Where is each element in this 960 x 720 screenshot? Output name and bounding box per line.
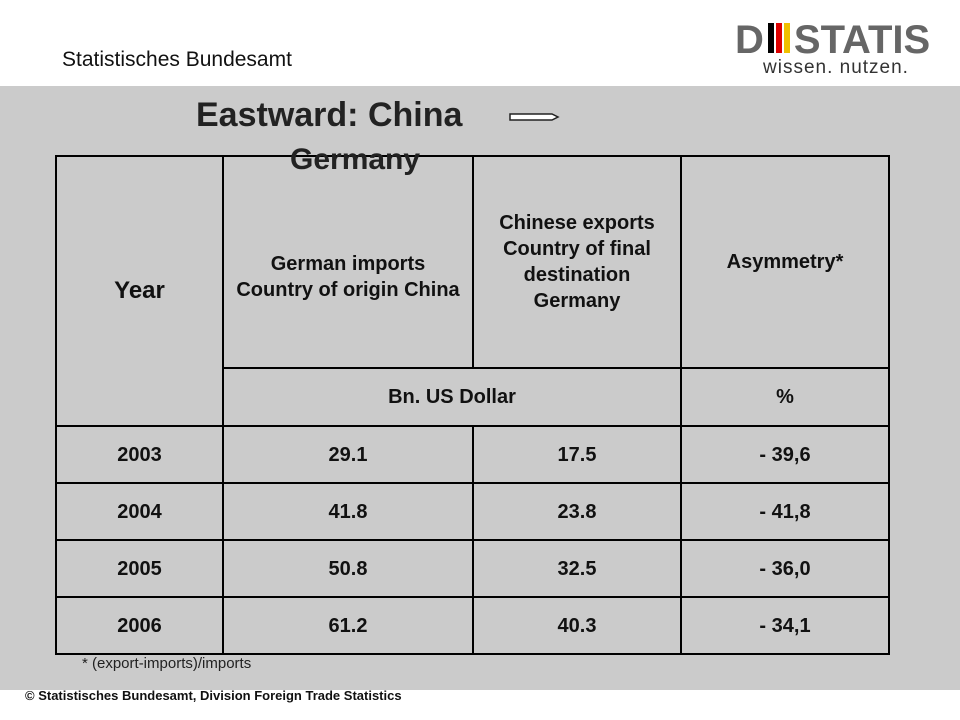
- table-cell: 41.8: [222, 482, 474, 541]
- table-cell: - 34,1: [680, 596, 890, 655]
- header-title: Statistisches Bundesamt: [62, 48, 292, 71]
- header-cell: Chinese exports Country of final destina…: [472, 155, 682, 369]
- unit-cell: %: [680, 367, 890, 427]
- table-cell: 17.5: [472, 425, 682, 484]
- header-cell: Asymmetry*: [680, 155, 890, 369]
- footer: © Statistisches Bundesamt, Division Fore…: [25, 688, 402, 703]
- table-row: 2006 61.2 40.3- 34,1: [55, 596, 890, 655]
- unit-cell: Bn. US Dollar: [222, 367, 682, 427]
- table-row: 2003 29.1 17.5- 39,6: [55, 425, 890, 484]
- header-cell: Year: [55, 155, 224, 427]
- table-cell: 29.1: [222, 425, 474, 484]
- logo-right: STATIS: [793, 18, 931, 62]
- table-cell: - 36,0: [680, 539, 890, 598]
- slide-title-line1: Eastward: China: [196, 96, 463, 134]
- table-row: 2005 50.8 32.5- 36,0: [55, 539, 890, 598]
- header-cell: German imports Country of origin China: [222, 155, 474, 369]
- table-cell: 2005: [55, 539, 224, 598]
- slide-title-line2: Germany: [290, 143, 421, 176]
- table-cell: 2004: [55, 482, 224, 541]
- table-cell: - 39,6: [680, 425, 890, 484]
- table-cell: - 41,8: [680, 482, 890, 541]
- table-cell: 23.8: [472, 482, 682, 541]
- logo-bars: [767, 23, 790, 53]
- logo-left: D: [735, 18, 764, 62]
- table-cell: 2003: [55, 425, 224, 484]
- logo-tagline: wissen. nutzen.: [763, 57, 909, 78]
- data-table: Year German imports Country of origin Ch…: [55, 155, 890, 655]
- table-cell: 61.2: [222, 596, 474, 655]
- table-row: 2004 41.8 23.8- 41,8: [55, 482, 890, 541]
- table-cell: 40.3: [472, 596, 682, 655]
- arrow: [509, 113, 560, 121]
- logo: D STATIS wissen. nutzen.: [735, 18, 930, 79]
- table-cell: 2006: [55, 596, 224, 655]
- table-cell: 32.5: [472, 539, 682, 598]
- table-cell: 50.8: [222, 539, 474, 598]
- footnote: * (export-imports)/imports: [82, 655, 252, 672]
